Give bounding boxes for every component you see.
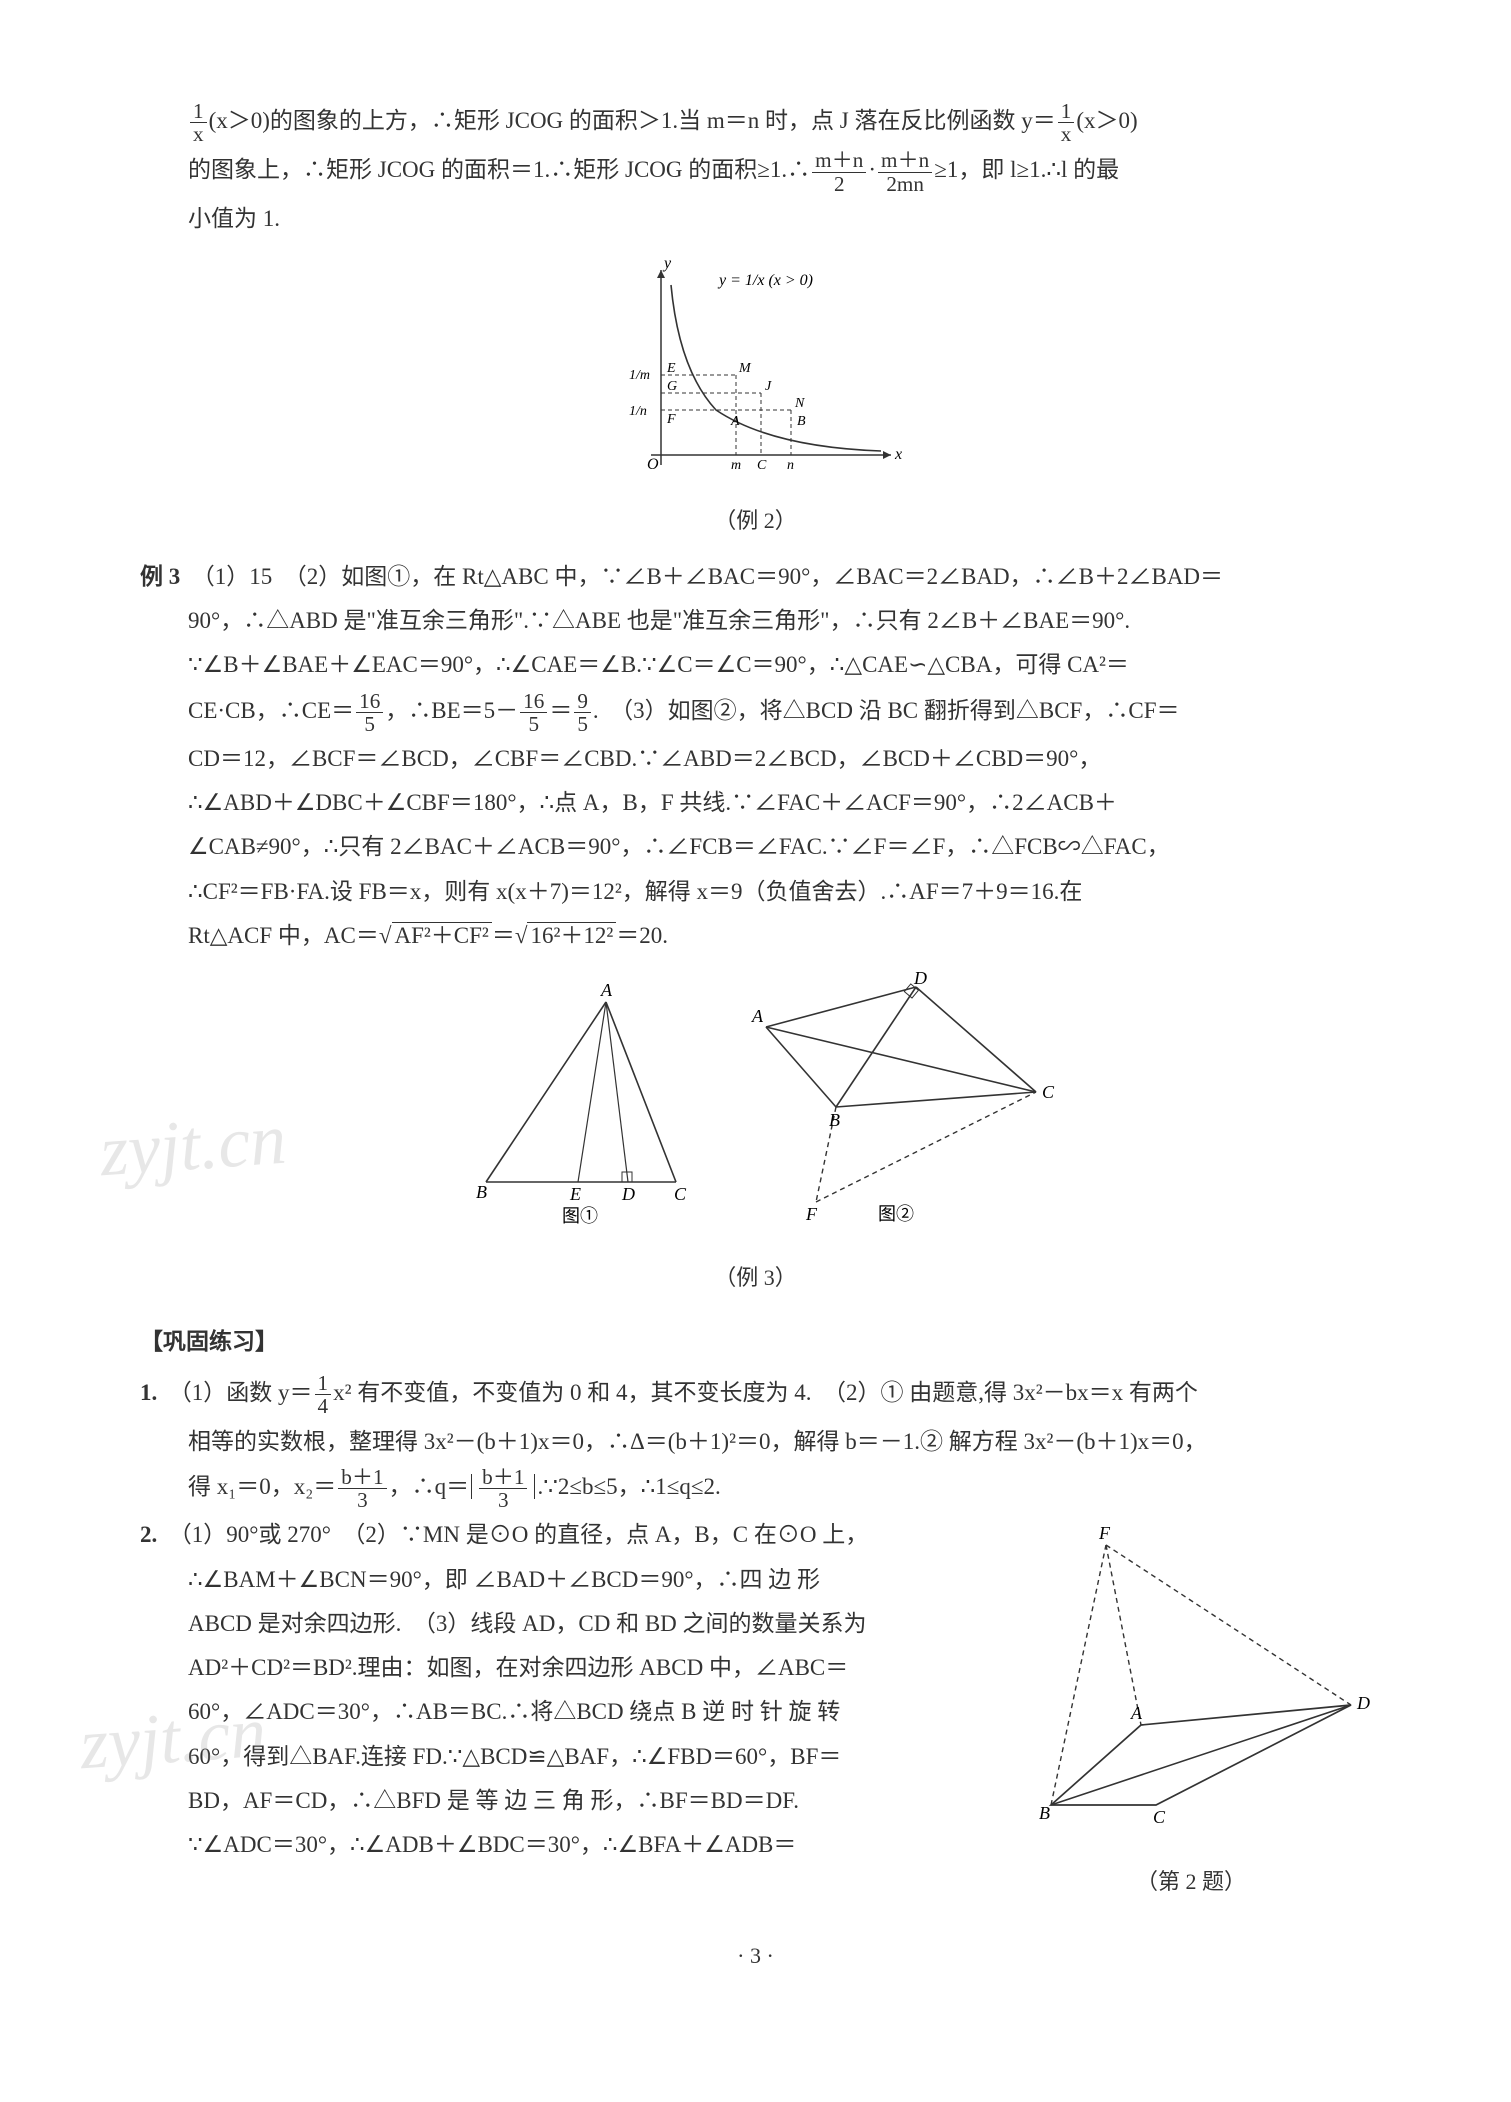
frac-16-5b: 165 [520, 690, 547, 735]
svg-text:F: F [805, 1204, 818, 1224]
example-3: 例 3 （1）15 （2）如图①，在 Rt△ABC 中，∵∠B＋∠BAC＝90°… [140, 557, 1371, 597]
svg-text:B: B [476, 1182, 487, 1202]
svg-text:J: J [765, 379, 772, 394]
svg-text:D: D [913, 972, 927, 988]
text: · [868, 157, 876, 182]
svg-text:图②: 图② [878, 1204, 914, 1224]
frac-1-4: 14 [315, 1372, 332, 1417]
q2-line7: BD，AF＝CD，∴△BFD 是 等 边 三 角 形，∴BF＝BD＝DF. [140, 1781, 993, 1821]
q1-line3: 得 x₁＝0，x₂＝b＋13，∴q＝b＋13.∵2≤b≤5，∴1≤q≤2. [140, 1466, 1371, 1511]
svg-text:F: F [666, 412, 676, 427]
svg-text:A: A [1130, 1703, 1143, 1723]
q1-line1: 1. （1）函数 y＝14x² 有不变值，不变值为 0 和 4，其不变长度为 4… [140, 1372, 1371, 1417]
svg-text:m: m [731, 458, 741, 473]
abs-q: b＋13 [471, 1474, 535, 1499]
page-number: · 3 · [140, 1937, 1371, 1976]
q2-figure-caption: （第 2 题） [1011, 1863, 1371, 1902]
frac-mn-2mn: m＋n2mn [878, 149, 932, 194]
q2-line2: ∴∠BAM＋∠BCN＝90°，即 ∠BAD＋∠BCD＝90°，∴四 边 形 [140, 1560, 993, 1600]
frac-9-5: 95 [574, 690, 591, 735]
q2-line1: 2. （1）90°或 270° （2）∵MN 是⊙O 的直径，点 A，B，C 在… [140, 1515, 993, 1555]
svg-text:C: C [1153, 1807, 1166, 1827]
svg-text:N: N [794, 396, 805, 411]
text: (x＞0)的图象的上方，∴矩形 JCOG 的面积＞1.当 m＝n 时，点 J 落… [209, 108, 1056, 133]
q2-line5: 60°，∠ADC＝30°，∴AB＝BC.∴将△BCD 绕点 B 逆 时 针 旋 … [140, 1692, 993, 1732]
hyperbola-chart: y x O y = 1/x (x > 0) 1/m 1/n E G F M J … [601, 255, 911, 485]
svg-text:x: x [894, 446, 902, 463]
ex3-line8: ∴CF²＝FB·FA.设 FB＝x，则有 x(x＋7)＝12²，解得 x＝9（负… [140, 872, 1371, 912]
frac-1-over-x: 1x [190, 100, 207, 145]
intro-paragraph-1: 1x(x＞0)的图象的上方，∴矩形 JCOG 的面积＞1.当 m＝n 时，点 J… [140, 100, 1371, 145]
svg-text:B: B [797, 414, 806, 429]
practice-heading: 【巩固练习】 [140, 1322, 1371, 1362]
svg-text:D: D [621, 1184, 635, 1204]
sqrt-2: 16²＋12² [527, 922, 616, 948]
svg-text:O: O [647, 456, 659, 473]
svg-text:A: A [600, 980, 613, 1000]
ex3-line6: ∴∠ABD＋∠DBC＋∠CBF＝180°，∴点 A，B，F 共线.∵∠FAC＋∠… [140, 783, 1371, 823]
figure-3-caption: （例 3） [140, 1259, 1371, 1298]
q2-line3: ABCD 是对余四边形. （3）线段 AD，CD 和 BD 之间的数量关系为 [140, 1604, 993, 1644]
svg-text:B: B [829, 1110, 840, 1130]
text: (x＞0) [1076, 108, 1137, 133]
triangles-diagram: A B E D C 图① A D B C F 图② [436, 972, 1076, 1242]
watermark-1: zyjt.cn [96, 1076, 290, 1215]
svg-text:E: E [569, 1184, 581, 1204]
ex3-line5: CD＝12，∠BCF＝∠BCD，∠CBF＝∠CBD.∵∠ABD＝2∠BCD，∠B… [140, 739, 1371, 779]
svg-text:1/m: 1/m [629, 368, 650, 383]
q2-line6: 60°，得到△BAF.连接 FD.∵△BCD≌△BAF，∴∠FBD＝60°，BF… [140, 1737, 993, 1777]
frac-mn-2: m＋n2 [812, 149, 866, 194]
svg-text:C: C [674, 1184, 687, 1204]
q2-block: zyjt.cn 2. （1）90°或 270° （2）∵MN 是⊙O 的直径，点… [140, 1515, 1371, 1901]
frac-16-5: 165 [356, 690, 383, 735]
ex3-line3: ∵∠B＋∠BAE＋∠EAC＝90°，∴∠CAE＝∠B.∵∠C＝∠C＝90°，∴△… [140, 645, 1371, 685]
q2-diagram: F A D B C [1011, 1515, 1371, 1845]
q1-label: 1. [140, 1380, 157, 1405]
example-3-label: 例 3 [140, 564, 180, 589]
figure-2-caption: （例 2） [140, 502, 1371, 541]
q2-line8: ∵∠ADC＝30°，∴∠ADB＋∠BDC＝30°，∴∠BFA＋∠ADB＝ [140, 1825, 993, 1865]
q2-line4: AD²＋CD²＝BD².理由：如图，在对余四边形 ABCD 中，∠ABC＝ [140, 1648, 993, 1688]
figure-example-2: y x O y = 1/x (x > 0) 1/m 1/n E G F M J … [140, 255, 1371, 541]
q1-line2: 相等的实数根，整理得 3x²－(b＋1)x＝0，∴Δ＝(b＋1)²＝0，解得 b… [140, 1422, 1371, 1462]
svg-text:F: F [1098, 1523, 1111, 1543]
svg-text:A: A [730, 414, 740, 429]
svg-text:y = 1/x (x > 0): y = 1/x (x > 0) [717, 272, 813, 289]
svg-text:B: B [1039, 1803, 1050, 1823]
svg-text:D: D [1356, 1693, 1370, 1713]
svg-text:M: M [738, 361, 752, 376]
svg-text:A: A [751, 1006, 764, 1026]
text: （1）15 （2）如图①，在 Rt△ABC 中，∵∠B＋∠BAC＝90°，∠BA… [203, 564, 1223, 589]
q2-label: 2. [140, 1522, 157, 1547]
sqrt-1: AF²＋CF² [392, 922, 492, 948]
q2-figure: F A D B C （第 2 题） [1011, 1515, 1371, 1901]
frac-b1-3: b＋13 [338, 1466, 386, 1511]
text: 小值为 1. [188, 206, 280, 231]
text: 的图象上，∴矩形 JCOG 的面积＝1.∴矩形 JCOG 的面积≥1.∴ [188, 157, 810, 182]
text: ≥1，即 l≥1.∴l 的最 [934, 157, 1119, 182]
svg-text:图①: 图① [562, 1206, 598, 1226]
svg-text:C: C [757, 458, 767, 473]
svg-text:n: n [787, 458, 794, 473]
svg-text:1/n: 1/n [629, 404, 647, 419]
ex3-line4: CE·CB，∴CE＝165，∴BE＝5－165＝95. （3）如图②，将△BCD… [140, 690, 1371, 735]
ex3-line9: Rt△ACF 中，AC＝√AF²＋CF²＝√16²＋12²＝20. [140, 916, 1371, 956]
svg-text:C: C [1042, 1082, 1055, 1102]
intro-paragraph-3: 小值为 1. [140, 199, 1371, 239]
ex3-line7: ∠CAB≠90°，∴只有 2∠BAC＋∠ACB＝90°，∴∠FCB＝∠FAC.∵… [140, 827, 1371, 867]
ex3-line2: 90°，∴△ABD 是"准互余三角形".∵△ABE 也是"准互余三角形"，∴只有… [140, 601, 1371, 641]
svg-text:y: y [662, 255, 672, 272]
intro-paragraph-2: 的图象上，∴矩形 JCOG 的面积＝1.∴矩形 JCOG 的面积≥1.∴m＋n2… [140, 149, 1371, 194]
figure-example-3: zyjt.cn A B E D C 图① A D B C F 图② （例 3） [140, 972, 1371, 1298]
svg-text:G: G [667, 379, 677, 394]
frac-1-over-x-2: 1x [1058, 100, 1075, 145]
svg-text:E: E [666, 361, 676, 376]
